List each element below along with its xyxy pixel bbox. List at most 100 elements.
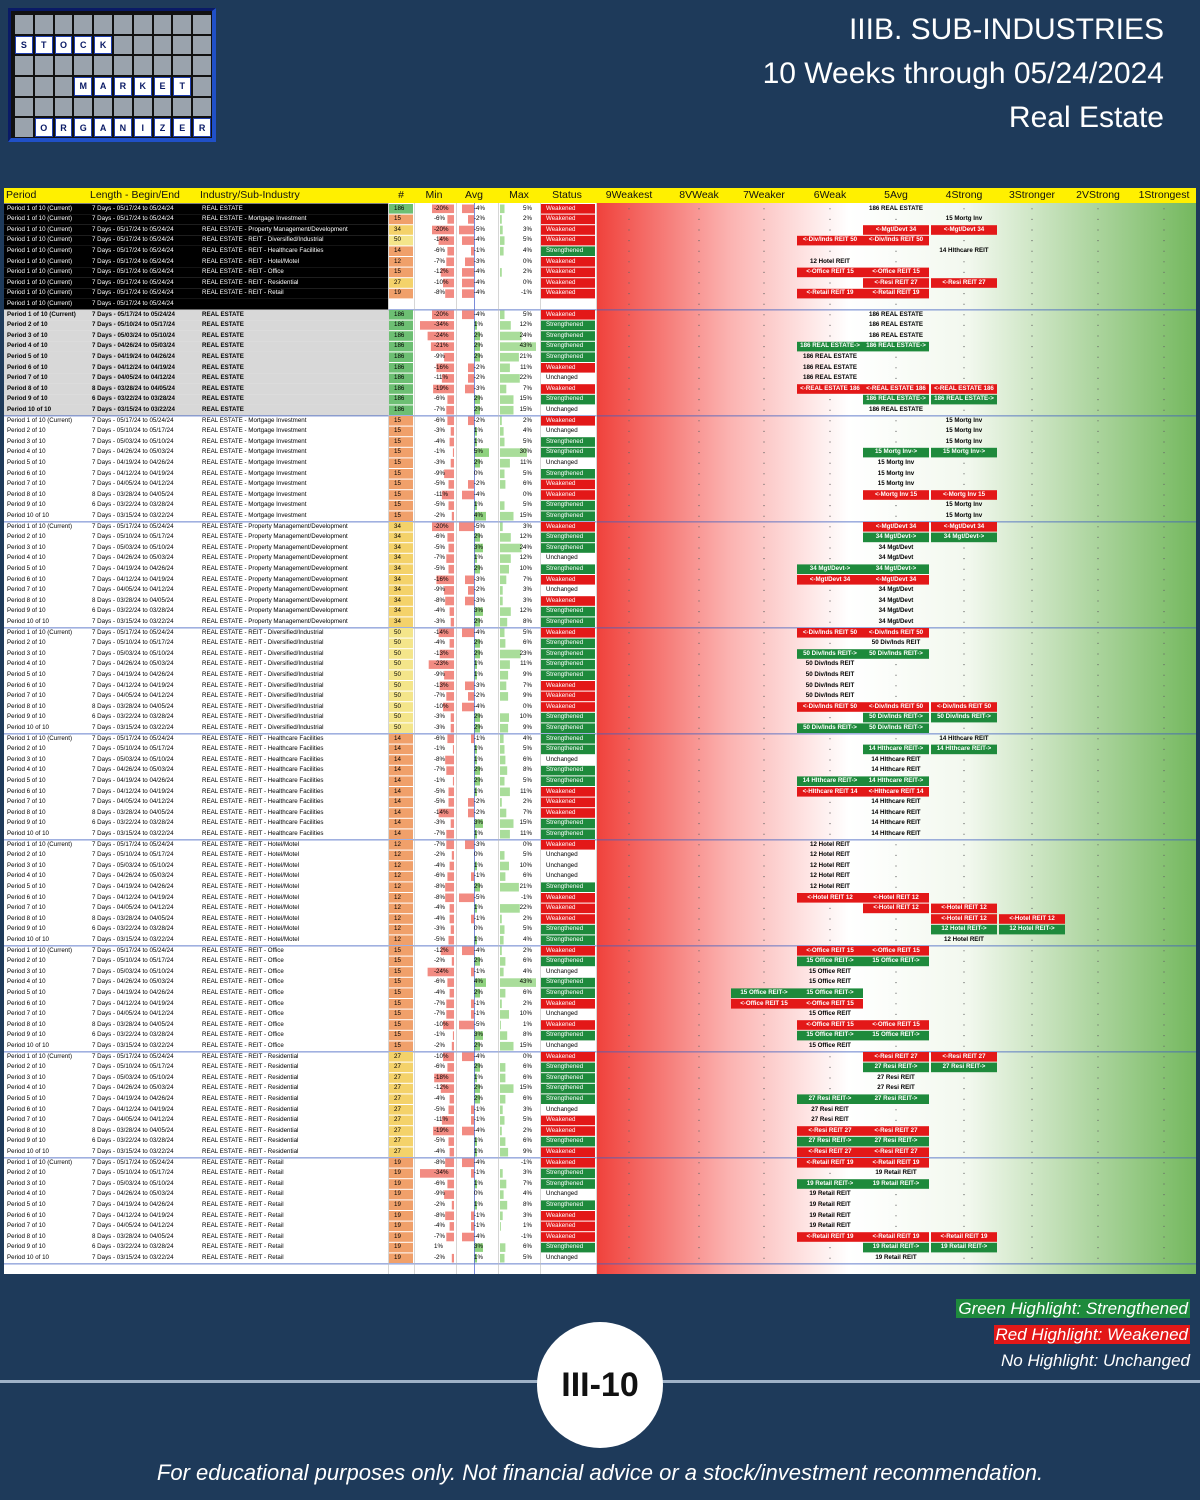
grid-dot (698, 208, 700, 210)
rating-label: 34 Mgt/Devt (878, 607, 914, 615)
grid-dot (628, 505, 630, 507)
grid-dot (763, 780, 765, 782)
avg-bar (474, 617, 480, 627)
period-cell: Period 1 of 10 (Current) (7, 236, 72, 244)
max-bar (500, 999, 502, 1009)
avg-cell: 2% (474, 1094, 483, 1102)
count-cell: 12 (394, 935, 401, 943)
grid-dot (1031, 1003, 1033, 1005)
grid-dot (829, 664, 831, 666)
max-bar (500, 511, 514, 521)
grid-dot (1097, 229, 1099, 231)
max-cell: 22% (519, 374, 532, 382)
min-bar (448, 787, 454, 797)
status-cell-bg (541, 575, 595, 585)
grid-dot (1097, 271, 1099, 273)
status-cell-bg (541, 755, 595, 765)
grid-dot (829, 833, 831, 835)
count-cell: 19 (394, 289, 401, 297)
grid-dot (829, 452, 831, 454)
grid-dot (628, 409, 630, 411)
highlight-bg (863, 267, 929, 278)
grid-dot (698, 1119, 700, 1121)
rating-label: 186 REAL ESTATE-> (800, 342, 860, 350)
count-cell: 15 (394, 480, 401, 488)
grid-dot (628, 664, 630, 666)
grid-dot (1163, 1109, 1165, 1111)
status-cell-bg (541, 956, 595, 967)
table-row: Period 8 of 10 8 Days - 03/28/24 to 04/05… (4, 702, 1196, 713)
grid-dot (628, 960, 630, 963)
min-cell: -7% (434, 1010, 446, 1018)
column-header: Status (552, 189, 582, 201)
grid-dot (1097, 579, 1099, 581)
count-cell-bg (389, 628, 413, 638)
min-cell: -1% (434, 776, 446, 784)
grid-dot (628, 1024, 630, 1026)
status-cell-bg (541, 988, 595, 998)
status-cell-bg (541, 341, 595, 352)
status-cell: Unchanged (546, 427, 578, 435)
table-row: Period 9 of 10 6 Days - 03/22/24 to 03/28… (4, 606, 1196, 617)
length-cell: 7 Days - 03/15/24 to 03/22/24 (92, 617, 174, 625)
min-cell: -1% (434, 448, 446, 456)
min-cell: -21% (434, 342, 449, 350)
highlight-bg (931, 744, 997, 755)
max-bar (500, 363, 510, 373)
logo-cell: K (94, 35, 112, 55)
grid-dot (1163, 505, 1165, 507)
grid-dot (829, 505, 831, 507)
logo-cell (113, 35, 132, 55)
logo-cell (34, 97, 53, 117)
grid-dot (1163, 971, 1165, 973)
count-cell-bg (389, 585, 413, 596)
status-cell-bg (541, 1147, 595, 1157)
grid-dot (1097, 441, 1099, 443)
count-cell: 19 (394, 1179, 401, 1187)
grid-dot (1163, 515, 1165, 517)
table-row: Period 6 of 10 7 Days - 04/12/24 to 04/19… (4, 1211, 1196, 1222)
grid-dot (963, 367, 965, 369)
count-cell: 12 (394, 257, 401, 265)
grid-dot (1097, 568, 1099, 570)
grid-dot (963, 1045, 965, 1047)
grid-dot (829, 558, 831, 560)
count-cell: 50 (394, 670, 401, 678)
grid-dot (698, 950, 700, 952)
length-cell: 7 Days - 04/19/24 to 04/26/24 (92, 564, 174, 572)
status-cell-bg (541, 384, 595, 394)
rating-label: 50 Div/Inds REIT-> (803, 723, 857, 731)
total-row-bg (4, 383, 388, 395)
min-cell: -4% (434, 639, 446, 647)
min-cell: -3% (434, 427, 446, 435)
grid-dot (763, 250, 765, 252)
count-cell-bg (389, 426, 413, 437)
grid-dot (895, 250, 897, 252)
industry-cell: REAL ESTATE - REIT - Hotel/Motel (202, 882, 300, 890)
grid-dot (1031, 515, 1033, 517)
max-cell: 1% (523, 1020, 532, 1028)
grid-dot (829, 324, 831, 326)
status-cell-bg (541, 596, 595, 606)
length-cell: 7 Days - 05/17/24 to 05/24/24 (92, 246, 174, 254)
grid-dot (1031, 1088, 1033, 1090)
grid-dot (1097, 1013, 1099, 1016)
table-row: Period 1 of 10 (Current) 7 Days - 05/17/2… (4, 257, 1196, 268)
length-cell: 6 Days - 03/22/24 to 03/28/24 (92, 1243, 174, 1251)
table-row: Period 1 of 10 (Current) 7 Days - 05/17/2… (4, 235, 1196, 246)
grid-dot (763, 929, 765, 931)
logo-cell (193, 97, 211, 117)
grid-dot (1097, 653, 1099, 655)
count-cell-bg (389, 1105, 413, 1115)
grid-dot (829, 801, 831, 804)
grid-dot (1031, 1130, 1033, 1132)
period-cell: Period 3 of 10 (7, 755, 46, 763)
grid-dot (763, 536, 765, 538)
grid-dot (1031, 579, 1033, 581)
min-cell: -2% (434, 957, 446, 965)
grid-dot (628, 632, 630, 634)
min-bar (448, 935, 454, 945)
period-cell: Period 1 of 10 (Current) (7, 522, 72, 530)
status-cell: Weakened (546, 416, 576, 424)
industry-cell: REAL ESTATE - REIT - Residential (202, 1073, 299, 1081)
